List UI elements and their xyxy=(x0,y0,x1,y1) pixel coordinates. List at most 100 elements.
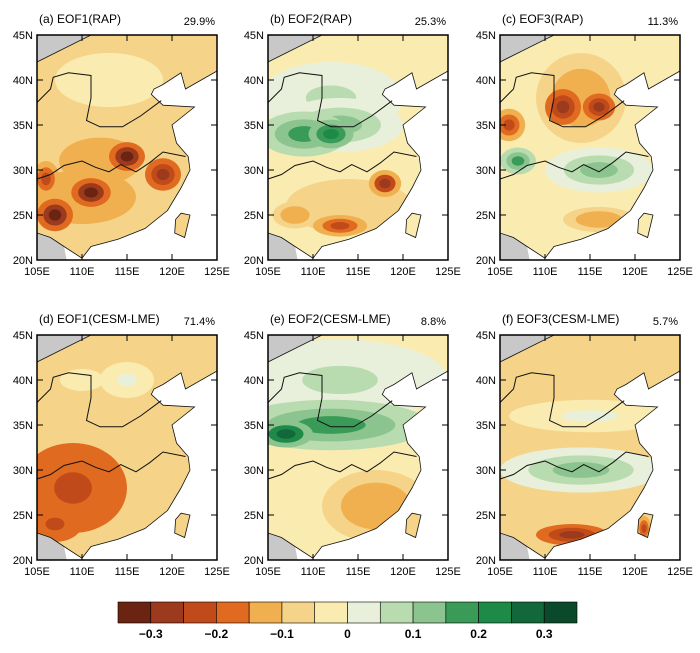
lon-label: 115E xyxy=(346,566,371,578)
field-contour xyxy=(559,531,585,539)
vietnam-land-gray xyxy=(37,233,67,260)
lon-label: 105E xyxy=(255,266,281,278)
panel-title: (d) EOF1(CESM-LME) xyxy=(39,312,160,326)
field-contour xyxy=(117,373,137,387)
vietnam-land-gray xyxy=(268,533,298,560)
vietnam-land-gray xyxy=(268,233,298,260)
coastline xyxy=(36,34,218,259)
lon-label: 125E xyxy=(435,266,461,278)
eof-field xyxy=(268,35,448,259)
field-contour xyxy=(586,215,612,224)
coastline xyxy=(267,34,449,259)
colorbar-swatch xyxy=(117,601,152,624)
lat-label: 45N xyxy=(476,30,496,42)
lon-label: 105E xyxy=(487,566,513,578)
field-contour xyxy=(330,222,350,230)
lat-label: 20N xyxy=(244,255,264,267)
field-contour xyxy=(552,462,610,478)
field-contour xyxy=(408,523,416,534)
lat-label: 20N xyxy=(244,555,264,567)
field-contour xyxy=(580,162,618,178)
lat-label: 25N xyxy=(476,510,496,522)
colorbar-swatch xyxy=(183,601,217,624)
lat-label: 30N xyxy=(13,465,33,477)
field-contour xyxy=(537,370,607,390)
lat-label: 30N xyxy=(244,165,264,177)
field-contour xyxy=(59,368,105,392)
lat-label: 45N xyxy=(13,30,33,42)
field-contour xyxy=(41,172,51,186)
lat-label: 25N xyxy=(13,510,33,522)
lat-label: 25N xyxy=(244,510,264,522)
eof-field xyxy=(37,35,217,259)
colorbar-tick-label: 0.1 xyxy=(405,627,422,641)
taiwan-coastline xyxy=(637,212,654,239)
colorbar-swatch xyxy=(216,601,250,624)
lon-label: 125E xyxy=(204,266,230,278)
yangtze-river-line xyxy=(267,451,417,480)
coastline xyxy=(267,334,449,559)
coastline xyxy=(499,334,681,559)
lon-label: 115E xyxy=(115,266,140,278)
lat-label: 20N xyxy=(13,255,33,267)
yangtze-river-line xyxy=(36,451,186,480)
lat-label: 35N xyxy=(476,420,496,432)
field-contour xyxy=(302,365,378,395)
lat-label: 20N xyxy=(476,255,496,267)
yangtze-river-line xyxy=(499,451,649,480)
field-contour xyxy=(302,463,360,477)
lat-label: 30N xyxy=(13,165,33,177)
variance-percent: 5.7% xyxy=(653,316,678,328)
lon-label: 110E xyxy=(533,566,558,578)
colorbar-swatch xyxy=(347,601,381,624)
coastline xyxy=(499,34,681,259)
lon-label: 110E xyxy=(70,566,95,578)
lon-label: 115E xyxy=(578,566,603,578)
lat-label: 30N xyxy=(244,465,264,477)
lat-label: 40N xyxy=(13,75,33,87)
lat-label: 45N xyxy=(244,330,264,342)
lat-label: 45N xyxy=(13,330,33,342)
lat-label: 35N xyxy=(13,120,33,132)
lat-label: 45N xyxy=(476,330,496,342)
colorbar-swatch xyxy=(248,601,283,624)
lon-label: 120E xyxy=(159,566,185,578)
field-contour xyxy=(45,517,65,531)
field-contour xyxy=(511,156,525,166)
field-contour xyxy=(156,168,170,181)
field-contour xyxy=(323,128,339,140)
colorbar-swatch xyxy=(478,601,512,624)
lon-label: 125E xyxy=(667,266,693,278)
lat-label: 45N xyxy=(244,30,264,42)
vietnam-land-gray xyxy=(500,233,530,260)
lon-label: 105E xyxy=(24,566,50,578)
yellow-river-line xyxy=(36,372,162,428)
lon-label: 110E xyxy=(301,566,326,578)
vietnam-land-gray xyxy=(500,533,530,560)
lon-label: 120E xyxy=(622,566,648,578)
lat-label: 25N xyxy=(13,210,33,222)
field-contour xyxy=(556,100,570,114)
lat-label: 40N xyxy=(476,375,496,387)
field-contour xyxy=(641,524,647,533)
yellow-river-line xyxy=(499,372,625,428)
colorbar-tick-label: −0.2 xyxy=(205,627,229,641)
coastline xyxy=(36,334,218,559)
taiwan-coastline xyxy=(405,212,422,239)
colorbar-swatch xyxy=(314,601,348,624)
lat-label: 35N xyxy=(244,120,264,132)
field-contour xyxy=(276,429,296,439)
field-contour xyxy=(287,210,303,220)
colorbar-swatch xyxy=(445,601,479,624)
yangtze-river-line xyxy=(36,151,186,180)
lon-label: 125E xyxy=(204,566,230,578)
lon-label: 115E xyxy=(115,566,140,578)
panel-title: (a) EOF1(RAP) xyxy=(39,12,121,26)
field-contour xyxy=(48,209,62,221)
yellow-river-line xyxy=(499,72,625,128)
lon-label: 110E xyxy=(70,266,95,278)
variance-percent: 8.8% xyxy=(421,316,446,328)
